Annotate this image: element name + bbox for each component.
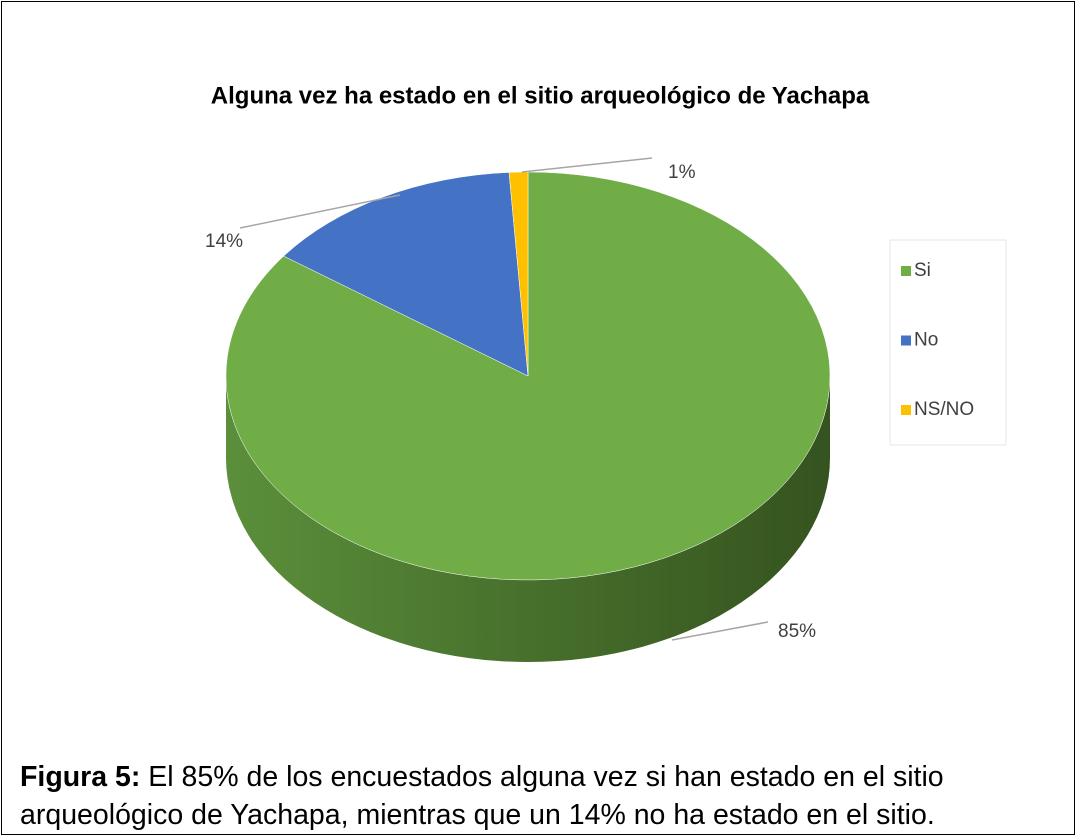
leader-line	[671, 621, 769, 641]
slice-side	[226, 376, 830, 662]
data-label: 85%	[778, 621, 816, 642]
caption-text: El 85% de los encuestados alguna vez si …	[20, 761, 944, 831]
chart: Alguna vez ha estado en el sitio arqueol…	[205, 82, 1007, 662]
slice	[283, 172, 529, 377]
caption: Figura 5: El 85% de los encuestados algu…	[20, 758, 1065, 834]
caption-label: Figura 5:	[20, 761, 141, 793]
legend-swatch	[901, 405, 911, 415]
leader-line	[521, 157, 653, 173]
legend-label: Si	[914, 260, 931, 281]
chart-title: Alguna vez ha estado en el sitio arqueol…	[211, 82, 870, 109]
data-label: 1%	[668, 162, 696, 183]
legend-label: NS/NO	[914, 399, 974, 420]
legend-label: No	[914, 330, 938, 351]
legend-swatch	[901, 266, 911, 276]
data-label: 14%	[205, 231, 243, 252]
leader-line	[239, 194, 401, 229]
legend-swatch	[901, 335, 911, 346]
